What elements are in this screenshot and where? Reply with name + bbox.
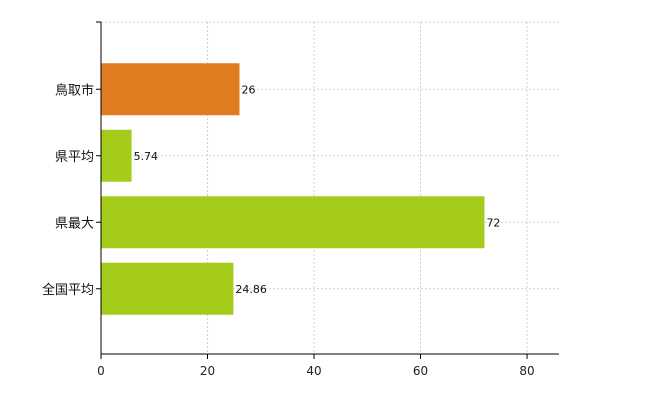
- bars-layer: [101, 63, 485, 315]
- data-label: 26: [241, 83, 255, 96]
- data-label: 24.86: [235, 283, 267, 296]
- x-tick-label: 40: [306, 364, 321, 378]
- x-tick-label: 60: [413, 364, 428, 378]
- bar: [101, 129, 132, 182]
- x-tick-label: 0: [97, 364, 105, 378]
- data-label: 72: [486, 216, 500, 229]
- x-tick-label: 80: [519, 364, 534, 378]
- axes-layer: [96, 21, 559, 359]
- bar: [101, 63, 240, 116]
- category-label: 全国平均: [42, 282, 94, 298]
- labels-layer: 26 鳥取市 5.74 県平均 72 県最大 24.86 全国平均 0 20 40 60 80: [42, 82, 535, 378]
- bar: [101, 262, 234, 315]
- category-label: 鳥取市: [55, 82, 94, 98]
- x-tick-label: 20: [200, 364, 215, 378]
- bar: [101, 196, 485, 249]
- category-label: 県最大: [55, 216, 94, 231]
- category-label: 県平均: [55, 150, 94, 165]
- data-label: 5.74: [134, 150, 159, 163]
